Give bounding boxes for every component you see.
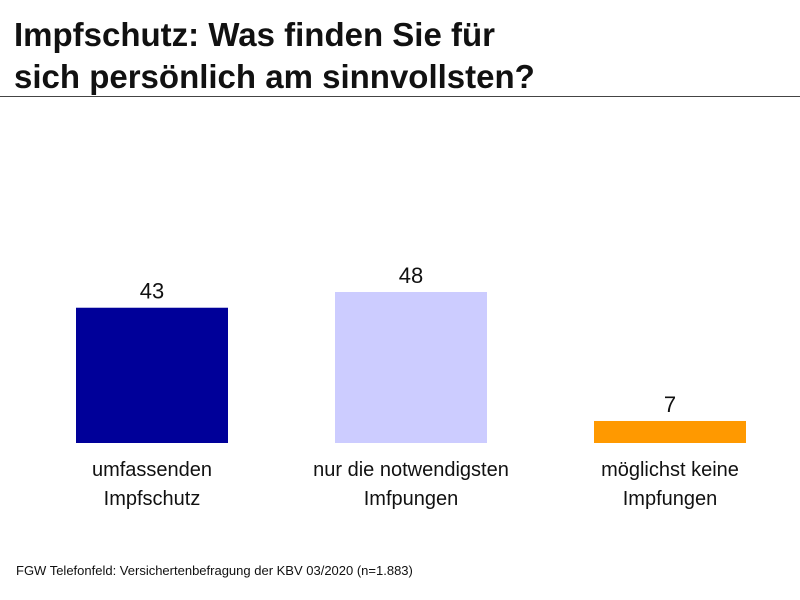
category-label-nur-die-notwendigsten-imfpungen-line-2: Imfpungen [364,488,459,510]
title-line-2: sich persönlich am sinnvollsten? [14,58,535,95]
title-line-1: Impfschutz: Was finden Sie für [14,16,495,53]
bar-nur-die-notwendigsten-imfpungen [335,292,487,443]
data-label-moeglichst-keine-impfungen: 7 [664,392,676,417]
category-label-umfassenden-impfschutz-line-2: Impfschutz [104,488,201,510]
title-divider [0,96,800,97]
category-label-moeglichst-keine-impfungen-line-1: möglichst keine [601,459,739,481]
source-note: FGW Telefonfeld: Versichertenbefragung d… [16,563,413,578]
bar-moeglichst-keine-impfungen [594,420,746,443]
category-label-nur-die-notwendigsten-imfpungen-line-1: nur die notwendigsten [313,459,509,481]
chart-title: Impfschutz: Was finden Sie für sich pers… [14,14,774,98]
category-label-moeglichst-keine-impfungen-line-2: Impfungen [623,488,718,510]
data-label-umfassenden-impfschutz: 43 [140,279,164,304]
data-label-nur-die-notwendigsten-imfpungen: 48 [399,263,423,288]
category-label-umfassenden-impfschutz-line-1: umfassenden [92,459,212,481]
bar-umfassenden-impfschutz [76,307,228,443]
